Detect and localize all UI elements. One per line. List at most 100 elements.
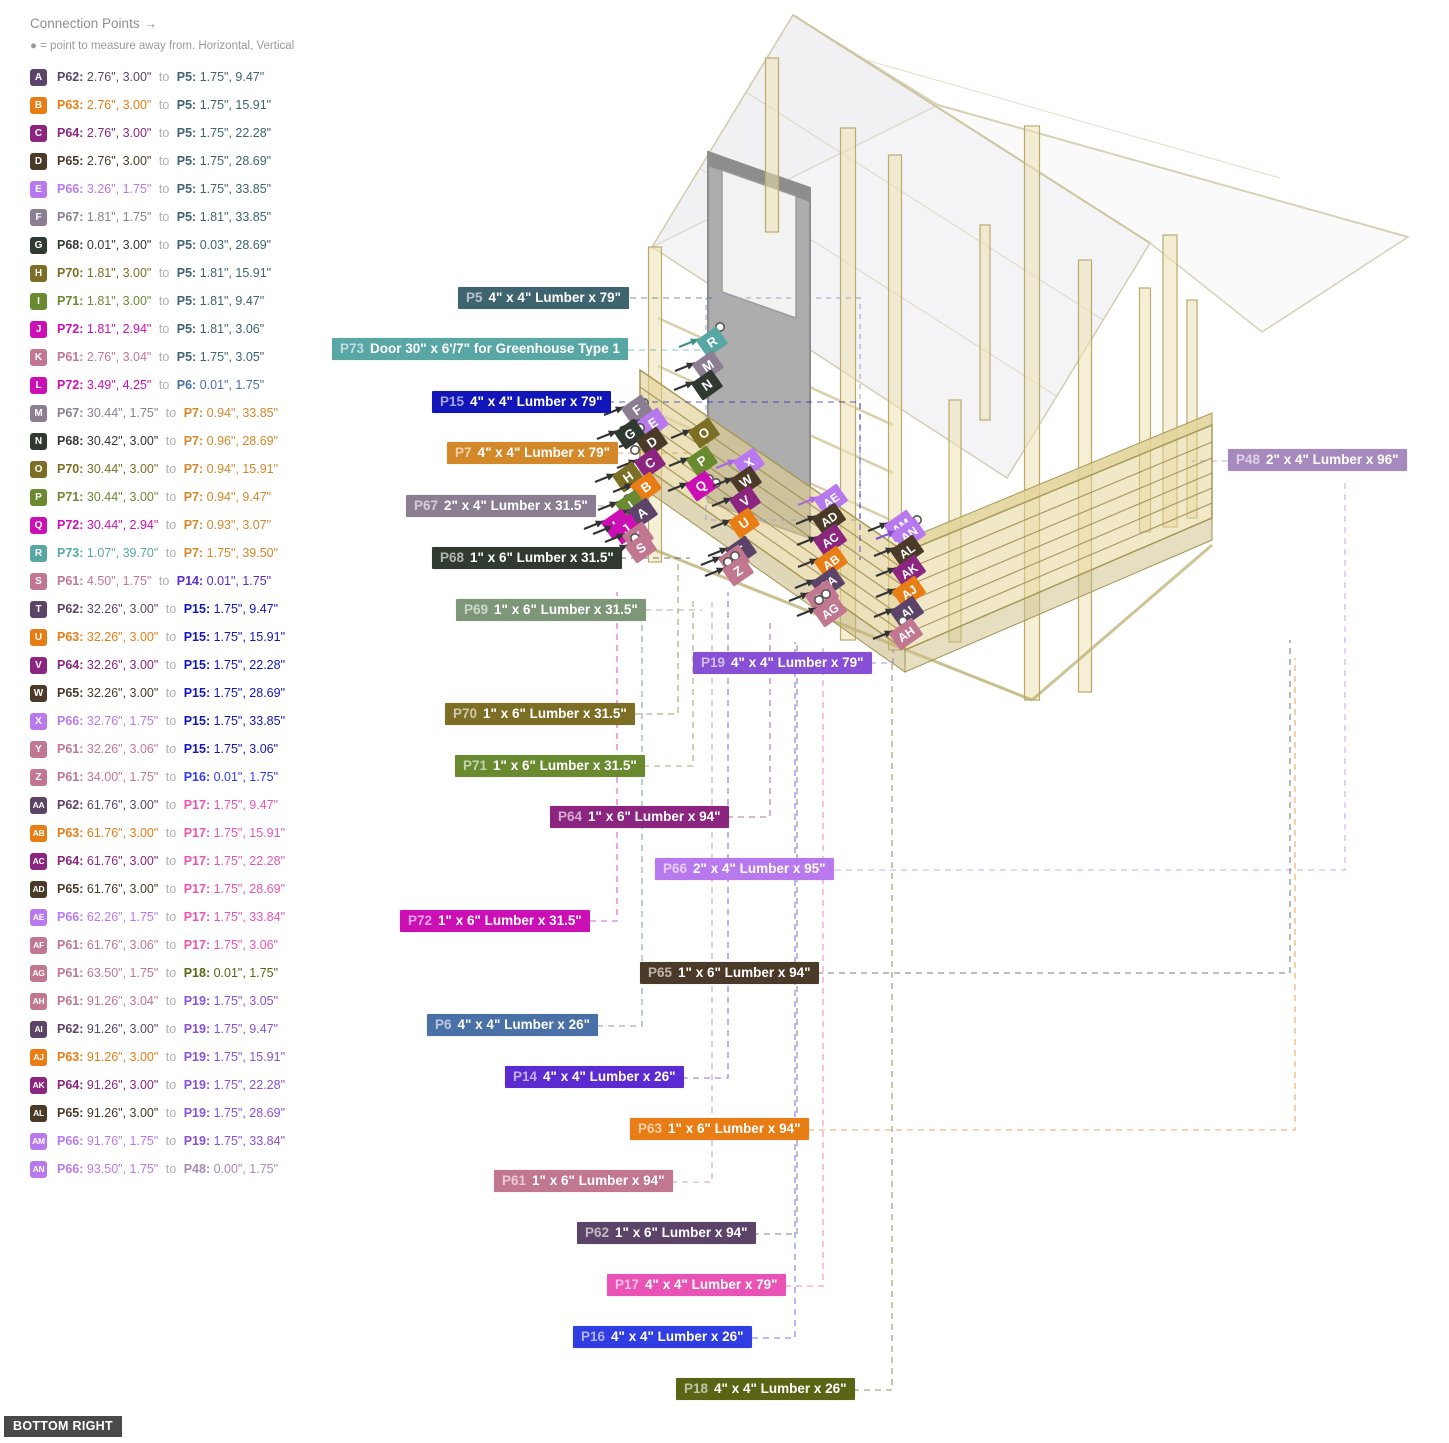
- legend-row: J P72: 1.81", 2.94" to P5: 1.81", 3.06": [30, 320, 264, 338]
- legend-row-text: P66: 32.76", 1.75" to P15: 1.75", 33.85": [57, 714, 286, 728]
- part-label-P72: P72 1" x 6" Lumber x 31.5": [400, 910, 590, 932]
- leader-P18: [853, 662, 893, 1391]
- legend-letter-badge: Q: [30, 516, 47, 534]
- legend-row-text: P67: 1.81", 1.75" to P5: 1.81", 33.85": [57, 210, 272, 224]
- legend-row: F P67: 1.81", 1.75" to P5: 1.81", 33.85": [30, 208, 271, 226]
- part-label-P73: P73 Door 30" x 6'/7" for Greenhouse Type …: [332, 338, 628, 360]
- part-description: 4" x 4" Lumber x 26": [611, 1329, 744, 1344]
- legend-row-text: P61: 2.76", 3.04" to P5: 1.75", 3.05": [57, 350, 265, 364]
- legend-letter-badge: W: [30, 684, 47, 702]
- legend-row-text: P68: 30.42", 3.00" to P7: 0.96", 28.69": [57, 434, 279, 448]
- legend-row: X P66: 32.76", 1.75" to P15: 1.75", 33.8…: [30, 712, 285, 730]
- leader-P70: [635, 562, 679, 715]
- legend-row-text: P61: 32.26", 3.06" to P15: 1.75", 3.06": [57, 742, 279, 756]
- part-label-P48: P48 2" x 4" Lumber x 96": [1228, 449, 1407, 471]
- legend-letter-badge: AB: [30, 824, 47, 842]
- part-label-P6: P6 4" x 4" Lumber x 26": [427, 1014, 599, 1036]
- legend-row: A P62: 2.76", 3.00" to P5: 1.75", 9.47": [30, 68, 264, 86]
- legend-row: AL P65: 91.26", 3.00" to P19: 1.75", 28.…: [30, 1104, 285, 1122]
- legend-row: L P72: 3.49", 4.25" to P6: 0.01", 1.75": [30, 376, 264, 394]
- leader-P61: [671, 602, 713, 1183]
- legend-letter-badge: AE: [30, 908, 47, 926]
- legend-row: AH P61: 91.26", 3.04" to P19: 1.75", 3.0…: [30, 992, 278, 1010]
- legend-row: AE P66: 62.26", 1.75" to P17: 1.75", 33.…: [30, 908, 285, 926]
- legend-row-text: P68: 0.01", 3.00" to P5: 0.03", 28.69": [57, 238, 272, 252]
- legend-row: I P71: 1.81", 3.00" to P5: 1.81", 9.47": [30, 292, 264, 310]
- legend-letter-badge: AJ: [30, 1048, 47, 1066]
- legend-row: S P61: 4.50", 1.75" to P14: 0.01", 1.75": [30, 572, 271, 590]
- legend-row-text: P70: 30.44", 3.00" to P7: 0.94", 15.91": [57, 462, 279, 476]
- part-label-P67: P67 2" x 4" Lumber x 31.5": [406, 495, 596, 517]
- leader-P72: [590, 592, 618, 922]
- legend-row-text: P63: 32.26", 3.00" to P15: 1.75", 15.91": [57, 630, 286, 644]
- part-description: 1" x 6" Lumber x 31.5": [470, 550, 614, 565]
- part-id: P62: [585, 1225, 610, 1240]
- legend-letter-badge: B: [30, 96, 47, 114]
- part-label-P65: P65 1" x 6" Lumber x 94": [640, 962, 819, 984]
- connection-badge-D: D: [618, 426, 668, 458]
- legend-row-text: P64: 91.26", 3.00" to P19: 1.75", 22.28": [57, 1078, 286, 1092]
- legend-row: D P65: 2.76", 3.00" to P5: 1.75", 28.69": [30, 152, 271, 170]
- view-corner-tag: BOTTOM RIGHT: [4, 1416, 122, 1437]
- part-id: P65: [648, 965, 673, 980]
- part-description: 4" x 4" Lumber x 26": [457, 1017, 591, 1032]
- part-description: 1" x 6" Lumber x 31.5": [483, 706, 627, 721]
- legend-row: B P63: 2.76", 3.00" to P5: 1.75", 15.91": [30, 96, 271, 114]
- part-label-P16: P16 4" x 4" Lumber x 26": [573, 1326, 752, 1348]
- legend-row: W P65: 32.26", 3.00" to P15: 1.75", 28.6…: [30, 684, 285, 702]
- connection-badge-AJ: AJ: [875, 575, 926, 609]
- legend-letter-badge: V: [30, 656, 47, 674]
- legend-row: U P63: 32.26", 3.00" to P15: 1.75", 15.9…: [30, 628, 285, 646]
- connection-badge-AB: AB: [797, 545, 848, 579]
- legend-row-text: P63: 2.76", 3.00" to P5: 1.75", 15.91": [57, 98, 272, 112]
- connection-badges: RMNFEGDCHBIALJKSOPQXWVUTYZAEADACABAAAFAG…: [583, 321, 926, 651]
- legend-row-text: P66: 91.76", 1.75" to P19: 1.75", 33.84": [57, 1134, 286, 1148]
- legend-letter-badge: AH: [30, 992, 47, 1010]
- part-label-P61: P61 1" x 6" Lumber x 94": [494, 1170, 673, 1192]
- part-label-P63: P63 1" x 6" Lumber x 94": [630, 1118, 809, 1140]
- legend-letter-badge: AK: [30, 1076, 47, 1094]
- part-id: P61: [502, 1173, 527, 1188]
- legend-letter-badge: A: [30, 68, 47, 86]
- connection-badge-Q: Q: [667, 470, 721, 502]
- legend-letter-badge: H: [30, 264, 47, 282]
- part-id: P72: [408, 913, 433, 928]
- part-label-P18: P18 4" x 4" Lumber x 26": [676, 1378, 855, 1400]
- connection-badge-N: N: [673, 369, 723, 401]
- part-id: P17: [615, 1277, 640, 1292]
- legend-letter-badge: N: [30, 432, 47, 450]
- legend-letter-badge: AM: [30, 1132, 47, 1150]
- legend-row: V P64: 32.26", 3.00" to P15: 1.75", 22.2…: [30, 656, 285, 674]
- legend-row: R P73: 1.07", 39.70" to P7: 1.75", 39.50…: [30, 544, 278, 562]
- part-id: P7: [455, 445, 472, 460]
- legend-letter-badge: Y: [30, 740, 47, 758]
- legend-row-text: P62: 2.76", 3.00" to P5: 1.75", 9.47": [57, 70, 265, 84]
- part-description: 1" x 6" Lumber x 94": [588, 809, 721, 824]
- legend-row: AB P63: 61.76", 3.00" to P17: 1.75", 15.…: [30, 824, 285, 842]
- part-description: 1" x 6" Lumber x 31.5": [493, 758, 637, 773]
- connection-badge-AC: AC: [796, 523, 847, 557]
- legend-row-text: P67: 30.44", 1.75" to P7: 0.94", 33.85": [57, 406, 279, 420]
- part-id: P67: [414, 498, 439, 513]
- leader-P6: [597, 622, 643, 1027]
- legend-row-text: P72: 30.44", 2.94" to P7: 0.93", 3.07": [57, 518, 272, 532]
- legend-row-text: P66: 62.26", 1.75" to P17: 1.75", 33.84": [57, 910, 286, 924]
- legend-row-text: P64: 2.76", 3.00" to P5: 1.75", 22.28": [57, 126, 272, 140]
- door-window: [721, 168, 797, 320]
- legend-row: H P70: 1.81", 3.00" to P5: 1.81", 15.91": [30, 264, 271, 282]
- legend-letter-badge: AF: [30, 936, 47, 954]
- legend-row-text: P63: 91.26", 3.00" to P19: 1.75", 15.91": [57, 1050, 286, 1064]
- legend-row: E P66: 3.26", 1.75" to P5: 1.75", 33.85": [30, 180, 271, 198]
- connection-badge-Z: Z: [704, 550, 754, 587]
- legend-row-text: P62: 61.76", 3.00" to P17: 1.75", 9.47": [57, 798, 279, 812]
- legend-row: AI P62: 91.26", 3.00" to P19: 1.75", 9.4…: [30, 1020, 278, 1038]
- part-id: P68: [440, 550, 465, 565]
- right-knee-wall: [904, 412, 1213, 652]
- legend-row-text: P66: 93.50", 1.75" to P48: 0.00", 1.75": [57, 1162, 279, 1176]
- legend-row: T P62: 32.26", 3.00" to P15: 1.75", 9.47…: [30, 600, 278, 618]
- legend-row-text: P64: 32.26", 3.00" to P15: 1.75", 22.28": [57, 658, 286, 672]
- legend-letter-badge: AC: [30, 852, 47, 870]
- part-id: P73: [340, 341, 365, 356]
- part-label-P19: P19 4" x 4" Lumber x 79": [693, 652, 872, 674]
